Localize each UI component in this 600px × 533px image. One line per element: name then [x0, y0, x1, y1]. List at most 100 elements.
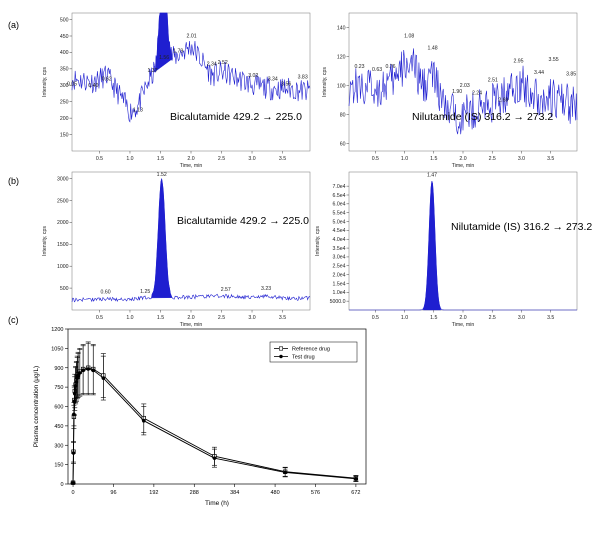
- y-tick-label: 140: [337, 25, 346, 31]
- x-tick-label: 3.5: [279, 315, 286, 321]
- legend-marker-circle: [279, 354, 283, 359]
- x-tick-label: 3.0: [248, 315, 255, 321]
- x-tick-label: 672: [351, 490, 360, 496]
- y-tick-label: 100: [337, 83, 346, 89]
- x-tick-label: 2.5: [218, 156, 225, 162]
- x-tick-label: 480: [270, 490, 279, 496]
- x-tick-label: 0.5: [96, 156, 103, 162]
- y-tick-label: 600: [54, 405, 63, 411]
- peak-time-label: 3.55: [549, 57, 559, 63]
- y-tick-label: 3.5e4: [333, 246, 346, 252]
- peak-time-label: 0.76: [385, 64, 395, 70]
- integrated-peak-area: [151, 178, 173, 299]
- x-tick-label: 1.0: [401, 156, 408, 162]
- peak-time-label: 1.25: [140, 289, 150, 295]
- peak-time-label: 1.48: [428, 45, 438, 51]
- data-point-circle: [86, 367, 91, 371]
- legend: Reference drug Test drug: [269, 341, 358, 363]
- y-tick-label: 450: [60, 34, 69, 40]
- x-axis-title: Time, min: [452, 322, 475, 328]
- y-tick-label: 250: [60, 100, 69, 106]
- transition-annotation: Bicalutamide 429.2 → 225.0: [170, 111, 302, 123]
- data-point-circle: [81, 368, 85, 373]
- x-axis-title: Time, min: [180, 163, 203, 169]
- peak-time-label: 1.52: [157, 172, 167, 178]
- peak-time-label: 0.23: [354, 64, 364, 70]
- peak-time-label: 2.52: [218, 60, 228, 66]
- y-tick-label: 60: [340, 142, 346, 148]
- y-tick-label: 4.0e4: [333, 237, 346, 243]
- data-point-circle: [74, 380, 79, 384]
- peak-time-label: 3.44: [534, 70, 544, 76]
- y-tick-label: 5.0e4: [333, 219, 346, 225]
- peak-time-label: 1.79: [173, 48, 183, 54]
- y-tick-label: 1.0e4: [333, 290, 346, 296]
- data-point-circle: [71, 451, 76, 455]
- x-tick-label: 1.5: [157, 156, 164, 162]
- y-axis-title: Intensity, cps: [322, 67, 328, 97]
- peak-time-label: 3.56: [281, 81, 291, 87]
- transition-annotation: Nilutamide (IS) 316.2 → 273.2: [412, 111, 553, 123]
- y-tick-label: 5.5e4: [333, 210, 346, 216]
- peak-time-label: 0.40: [88, 83, 98, 89]
- x-tick-label: 1.5: [157, 315, 164, 321]
- data-point-circle: [141, 418, 146, 423]
- y-tick-label: 6.0e4: [333, 202, 346, 208]
- y-tick-label: 6.5e4: [333, 193, 346, 199]
- y-axis-title: Intensity, cps: [42, 67, 48, 97]
- peak-time-label: 1.08: [404, 34, 414, 40]
- y-tick-label: 1200: [51, 327, 63, 333]
- data-point-circle: [72, 391, 77, 396]
- data-point-circle: [72, 412, 76, 417]
- peak-time-label: 3.85: [566, 71, 576, 77]
- data-point-circle: [77, 371, 82, 375]
- x-tick-label: 2.0: [187, 156, 194, 162]
- x-tick-label: 3.0: [518, 315, 525, 321]
- y-axis-title: Plasma concentration (μg/L): [33, 366, 40, 447]
- x-tick-label: 2.5: [218, 315, 225, 321]
- y-tick-label: 1.5e4: [333, 281, 346, 287]
- x-tick-label: 576: [311, 490, 320, 496]
- y-tick-label: 400: [60, 50, 69, 56]
- x-axis-title: Time, min: [452, 163, 475, 169]
- y-tick-label: 200: [60, 116, 69, 122]
- y-tick-label: 2.5e4: [333, 264, 346, 270]
- x-tick-label: 384: [230, 490, 239, 496]
- x-tick-label: 0.5: [96, 315, 103, 321]
- plot-frame: [348, 171, 578, 311]
- transition-annotation: Nilutamide (IS) 316.2 → 273.2: [451, 221, 592, 233]
- integrated-peak-area: [423, 181, 442, 311]
- panel-label-a: (a): [8, 20, 19, 30]
- peak-time-label: 3.23: [261, 286, 271, 292]
- y-tick-label: 2.0e4: [333, 272, 346, 278]
- x-tick-label: 2.5: [489, 156, 496, 162]
- peak-time-label: 0.05: [67, 81, 77, 87]
- x-tick-label: 3.5: [547, 315, 554, 321]
- peak-time-label: 3.02: [248, 73, 258, 79]
- peak-time-label: 2.24: [472, 90, 482, 96]
- y-tick-label: 120: [337, 54, 346, 60]
- peak-time-label: 1.90: [452, 89, 462, 95]
- trace-line: [71, 12, 311, 123]
- peak-time-label: 1.13: [133, 108, 143, 114]
- peak-time-label: 0.62: [102, 76, 112, 82]
- data-point-circle: [71, 481, 75, 485]
- data-point-circle: [354, 477, 358, 481]
- y-tick-label: 0: [60, 482, 63, 488]
- x-tick-label: 2.0: [459, 315, 466, 321]
- data-point-circle: [101, 376, 106, 380]
- peak-time-label: 2.57: [221, 287, 231, 293]
- y-tick-label: 7.0e4: [333, 184, 346, 190]
- chromatogram-b-right: 5000.0 1.0e4 1.5e4 2.0e4 2.5e4 3.0e4 3.5e4 4.0e…: [315, 171, 592, 328]
- peak-time-label: 0.60: [101, 289, 111, 295]
- chromatogram-a-right: 60 80 100 120 140 0.5 1.0 1.5 2.0 2.5 3.0 3.5 Time, …: [322, 12, 578, 169]
- peak-time-label: 0.63: [372, 67, 382, 73]
- y-tick-label: 5000.0: [330, 299, 346, 305]
- data-point-circle: [283, 470, 287, 475]
- y-axis-title: Intensity, cps: [315, 226, 321, 256]
- y-tick-label: 450: [54, 424, 63, 430]
- x-tick-label: 1.5: [430, 156, 437, 162]
- peak-time-label: 2.03: [460, 83, 470, 89]
- legend-label: Reference drug: [292, 347, 330, 353]
